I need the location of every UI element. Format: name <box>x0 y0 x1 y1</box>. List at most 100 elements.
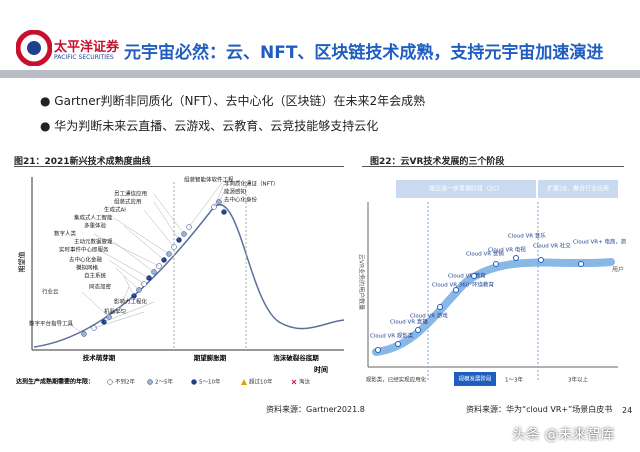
phase: 泡沫破裂谷底期 <box>273 353 319 362</box>
curve-point <box>437 304 443 310</box>
point-label: 去中心化金融 <box>69 256 103 264</box>
leader <box>123 275 135 297</box>
point-label: 自主系统 <box>84 272 107 280</box>
leader <box>188 179 225 228</box>
legend-label: 2～5年 <box>155 378 173 386</box>
legend-label: 不到2年 <box>115 378 135 386</box>
leader <box>218 191 225 203</box>
point-label: 实时事件中心即服务 <box>59 246 109 254</box>
point-label: 模拟网格 <box>76 264 99 272</box>
top-bar <box>396 180 536 198</box>
leader <box>143 209 175 248</box>
point-label: 组装式应用 <box>114 198 142 206</box>
point-label: Cloud VR 直播 <box>390 318 428 326</box>
curve-point <box>415 327 421 333</box>
bullet-text: Gartner判断非同质化（NFT）、去中心化（区块链）在未来2年会成熟 <box>54 94 426 108</box>
curve-point <box>513 255 519 261</box>
top-bar <box>538 180 618 198</box>
legend-symbol <box>107 379 113 385</box>
bullet-text: 华为判断未来云直播、云游戏、云教育、云竞技能够支持云化 <box>54 119 379 133</box>
point-label: 数字平台指导工具 <box>29 320 74 328</box>
stage-box <box>454 372 496 386</box>
company: 太平洋证券 <box>54 40 120 55</box>
stage: 规模发展阶段 <box>458 375 492 383</box>
point-label: 非同质化通证（NFT） <box>224 180 279 188</box>
point-label: Cloud VR 360°环绕教育 <box>432 281 495 289</box>
page-number: 24 <box>622 406 633 415</box>
source: 资料来源：华为“cloud VR+”场景白皮书 <box>466 405 613 414</box>
growth-curve <box>372 258 615 356</box>
point-label: 机器学习 <box>104 308 126 316</box>
legend-symbol <box>147 379 153 385</box>
point-label: Cloud VR+ 电商，旅游，工程等 <box>573 238 626 246</box>
top-bar-label: 端云进一步发展阶段（2C） <box>429 185 503 193</box>
hype-cycle-figure: 期望值 时间 技术萌芽期 期望膨胀期 泡沫破裂谷底期 达到生产成熟期需要的年限：… <box>16 176 345 386</box>
watermark: 头条 @未来智库 <box>512 427 615 443</box>
logo <box>16 30 52 66</box>
cloud-vr-figure: 端云进一步发展阶段（2C） 扩展2B，聚合行业应用 云VR业务的用户数量 用户 … <box>358 180 626 386</box>
header-bar <box>0 70 640 78</box>
point-label: 能源感知 <box>224 188 246 196</box>
caption: 图21：2021新兴技术成熟度曲线 <box>14 157 151 167</box>
leader <box>81 291 110 318</box>
point-label: Cloud VR 观影类 <box>370 332 414 340</box>
point-label: Cloud VR 音乐 <box>508 232 546 240</box>
leader <box>68 323 85 335</box>
leader <box>108 259 145 285</box>
legend-title: 达到生产成熟期需要的年限： <box>16 378 94 386</box>
stage: 1～3年 <box>505 376 523 384</box>
point-label: 员工通信应用 <box>114 190 147 198</box>
leader <box>118 286 130 311</box>
curve-point <box>578 261 584 267</box>
x-label: 时间 <box>314 365 328 374</box>
leader <box>93 233 160 267</box>
point-label: 行业云 <box>42 288 59 296</box>
point-label: 影响力工程化 <box>114 298 148 306</box>
point-label: 组装智能体软件工程 <box>184 176 234 184</box>
point-label: 同态加密 <box>89 283 112 291</box>
stage: 观影类，已经实现应用化 <box>366 376 427 384</box>
leader <box>98 249 150 279</box>
leader <box>153 201 180 241</box>
legend-symbol <box>291 379 297 385</box>
leader <box>153 193 185 235</box>
point-label: Cloud VR 游戏 <box>410 312 448 320</box>
bullet: ● 华为判断未来云直播、云游戏、云教育、云竞技能够支持云化 <box>40 119 379 133</box>
legend-label: 超过10年 <box>249 378 273 386</box>
legend-symbol <box>191 379 197 385</box>
hype-curve <box>33 203 345 348</box>
curve-point <box>453 287 459 293</box>
y-label: 云VR业务的用户数量 <box>358 254 366 310</box>
legend-symbol <box>241 379 247 385</box>
point-label: 集成式人工智能 <box>74 214 113 222</box>
point-label: Cloud VR 电视 <box>488 246 526 254</box>
phase: 技术萌芽期 <box>83 353 116 362</box>
caption: 图22：云VR技术发展的三个阶段 <box>370 157 505 167</box>
point-label: 去中心化身份 <box>224 196 258 204</box>
curve-point <box>538 257 544 263</box>
leader <box>113 241 155 273</box>
title: 元宇宙必然：云、NFT、区块链技术成熟，支持元宇宙加速演进 <box>124 43 604 63</box>
rule <box>362 166 624 167</box>
point-label: 生成式AI <box>104 206 126 214</box>
point-label: Cloud VR 社交 <box>533 242 571 250</box>
leader <box>93 311 145 329</box>
point-label: 数字人类 <box>54 230 77 238</box>
phase: 期望膨胀期 <box>194 353 227 362</box>
point-label: Cloud VR 营销 <box>466 250 504 258</box>
bullet: ● Gartner判断非同质化（NFT）、去中心化（区块链）在未来2年会成熟 <box>40 94 426 108</box>
point-label: 多重体验 <box>84 222 107 230</box>
rule <box>14 166 344 167</box>
curve-point <box>395 341 401 347</box>
x-label: 用户 <box>612 266 624 274</box>
company-en: PACIFIC SECURITIES <box>54 54 114 61</box>
leader <box>103 301 155 323</box>
top-bar-label: 扩展2B，聚合行业应用 <box>547 185 609 193</box>
y-label: 期望值 <box>17 252 26 273</box>
leader <box>113 217 170 255</box>
legend-label: 5～10年 <box>199 378 221 386</box>
stage: 3年以上 <box>568 376 588 384</box>
leader <box>115 267 140 291</box>
point-label: Cloud VR 教育 <box>448 272 486 280</box>
